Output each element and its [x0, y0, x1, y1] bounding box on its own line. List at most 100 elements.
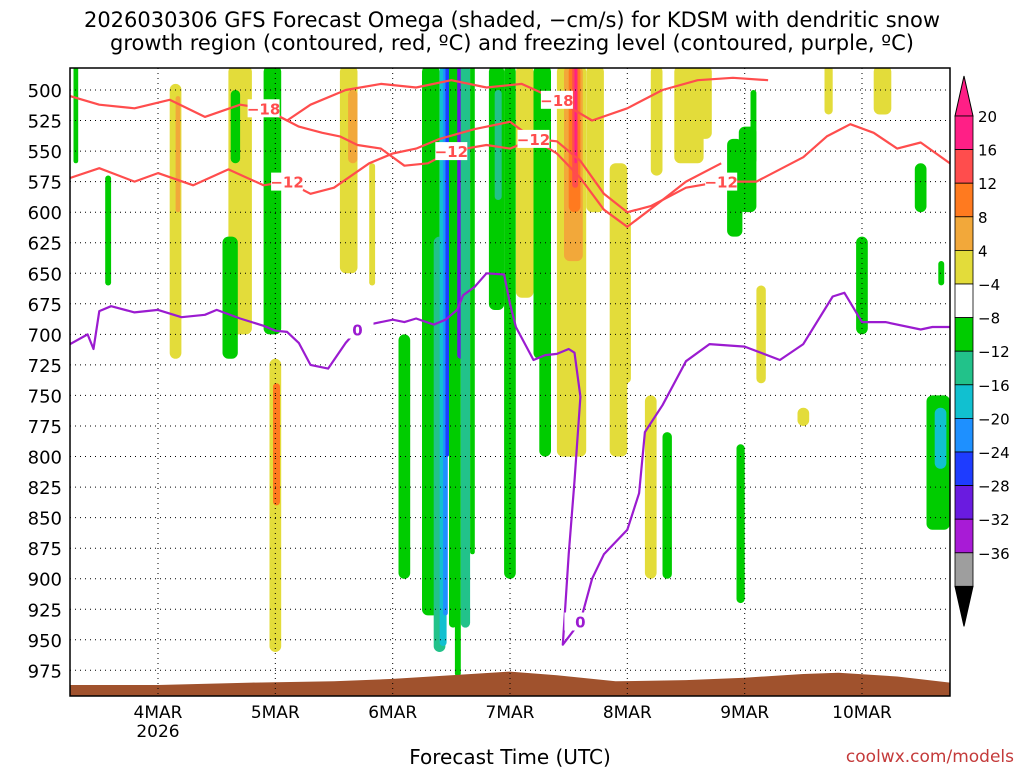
omega-shade-cell: [824, 68, 833, 115]
colorbar-swatch: [954, 518, 974, 554]
colorbar-level-label: −36: [978, 545, 1010, 563]
y-tick-label: 600: [28, 203, 62, 224]
y-tick-label: 525: [28, 112, 62, 133]
y-tick-label: 900: [28, 570, 62, 591]
omega-shade-cell: [756, 285, 766, 384]
colorbar-swatch: [954, 283, 974, 318]
y-tick-label: 625: [28, 234, 62, 255]
colorbar-legend: 20 16 12 8 4 −4 −8 −12 −16 −20 −24 −28 −32 −36: [954, 75, 1010, 627]
grid-lines: [70, 68, 950, 696]
contour-label-bg: [435, 142, 468, 161]
colorbar-level-label: −32: [978, 511, 1010, 529]
colorbar-top-arrow: [954, 75, 974, 117]
omega-shade-cell: [736, 444, 745, 604]
contour-label: −12: [435, 143, 468, 161]
x-tick-label: 7MAR: [486, 703, 535, 723]
x-tick-label: 4MAR: [134, 703, 183, 723]
omega-shade-cell: [934, 407, 947, 469]
colorbar-swatch: [954, 182, 974, 218]
colorbar-swatch: [954, 417, 974, 453]
colorbar-swatch: [954, 552, 974, 587]
source-watermark: coolwx.com/models: [846, 747, 1014, 767]
omega-shade-cell: [873, 68, 892, 115]
x-tick-year-label: 2026: [136, 722, 179, 742]
omega-shade-cell: [697, 68, 712, 139]
omega-shading: [73, 68, 950, 677]
colorbar-level-label: −8: [978, 310, 1000, 328]
omega-shade-cell: [222, 236, 238, 359]
contour-label: −18: [540, 92, 573, 110]
colorbar-swatch: [954, 317, 974, 352]
colorbar-level-label: −20: [978, 410, 1010, 428]
y-axis-tick-labels: 500 525 550 575 600 625 650 675 700 725 750 775 800 8…: [28, 81, 62, 682]
colorbar-swatch: [954, 216, 974, 251]
omega-shade-cell: [273, 383, 280, 506]
contour-label-bg: [564, 612, 597, 631]
omega-shade-cell: [175, 96, 181, 213]
x-tick-label: 5MAR: [251, 703, 300, 723]
colorbar-swatch: [954, 249, 974, 285]
colorbar-level-label: −12: [978, 343, 1010, 361]
colorbar-level-label: 8: [978, 209, 988, 227]
y-tick-label: 800: [28, 448, 62, 469]
omega-shade-cell: [398, 334, 411, 579]
y-tick-label: 575: [28, 173, 62, 194]
omega-shade-cell: [348, 90, 358, 164]
colorbar-swatch: [954, 115, 974, 150]
y-tick-label: 875: [28, 539, 62, 560]
omega-shade-cell: [73, 68, 79, 164]
colorbar-level-label: −28: [978, 478, 1010, 496]
y-tick-label: 700: [28, 325, 62, 346]
omega-shade-cell: [574, 68, 577, 164]
omega-shade-cell: [445, 68, 449, 457]
omega-shade-cell: [914, 163, 927, 213]
temperature-contours: 0 0 −12 −12 −12 −12 −18 −18: [70, 76, 950, 646]
contour-label-bg: [540, 90, 573, 109]
contour-label: −12: [270, 174, 303, 192]
contour-label: 0: [352, 322, 362, 340]
y-tick-label: 500: [28, 81, 62, 102]
omega-shade-cell: [750, 90, 757, 164]
y-tick-label: 850: [28, 509, 62, 530]
colorbar-level-label: −4: [978, 276, 1000, 294]
contour-line: [70, 272, 950, 646]
y-tick-label: 750: [28, 386, 62, 407]
omega-shade-cell: [460, 68, 471, 628]
y-tick-label: 550: [28, 142, 62, 163]
colorbar-level-label: 12: [978, 175, 997, 193]
chart-title-line2: growth region (contoured, red, ºC) and f…: [110, 31, 914, 55]
y-tick-label: 925: [28, 600, 62, 621]
contour-label: −12: [517, 131, 550, 149]
omega-shade-cell: [263, 68, 282, 335]
colorbar-swatch: [954, 149, 974, 184]
y-tick-label: 725: [28, 356, 62, 377]
colorbar-swatch: [954, 451, 974, 486]
colorbar-swatch: [954, 350, 974, 386]
contour-label-bg: [517, 129, 550, 148]
colorbar-level-label: −24: [978, 444, 1010, 462]
x-tick-label: 8MAR: [603, 703, 652, 723]
colorbar-level-label: 16: [978, 142, 997, 160]
x-tick-label: 9MAR: [720, 703, 769, 723]
omega-shade-cell: [539, 68, 551, 457]
omega-shade-cell: [230, 90, 241, 164]
omega-shade-cell: [856, 236, 868, 335]
colorbar-level-label: 4: [978, 242, 988, 260]
chart-title-line1: 2026030306 GFS Forecast Omega (shaded, −…: [84, 8, 940, 32]
contour-line: [70, 76, 769, 122]
contour-label-bg: [247, 99, 280, 118]
omega-shade-cell: [105, 175, 112, 286]
omega-shade-cell: [938, 261, 945, 286]
contour-label-bg: [271, 172, 304, 191]
contour-label: 0: [575, 614, 585, 632]
omega-shade-cell: [621, 212, 631, 384]
y-tick-label: 950: [28, 631, 62, 652]
contour-line: [274, 113, 950, 214]
omega-shade-cell: [674, 68, 704, 164]
contour-line: [70, 120, 722, 228]
omega-shade-cell: [515, 68, 534, 298]
plot-frame: [69, 67, 951, 697]
omega-shade-cell: [470, 68, 475, 555]
omega-shade-cell: [369, 163, 376, 286]
